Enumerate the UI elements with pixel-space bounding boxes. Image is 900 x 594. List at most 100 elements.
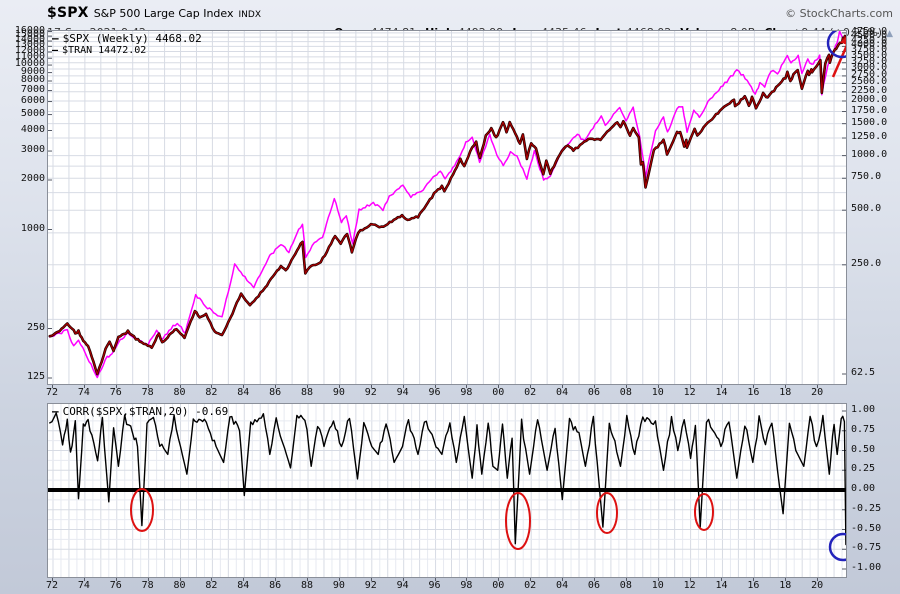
left-axis-label: 6000 (20, 94, 45, 106)
x-axis-label-mid: 16 (747, 387, 760, 398)
x-axis-label-bottom: 00 (492, 580, 505, 591)
spx-legend-label: $SPX (Weekly) 4468.02 (62, 32, 202, 45)
right-axis-label: 4750.0 (851, 25, 888, 37)
x-axis-tick (625, 385, 627, 388)
x-axis-tick (689, 578, 691, 581)
x-axis-label-mid: 02 (524, 387, 537, 398)
left-axis-label: 125 (26, 371, 45, 382)
x-axis-label-mid: 98 (460, 387, 473, 398)
x-axis-label-mid: 14 (715, 387, 728, 398)
left-axis-label: 14000 (14, 34, 45, 46)
x-axis-label-mid: 86 (269, 387, 282, 398)
annotation-red-ellipse-3 (596, 492, 618, 534)
x-axis-tick (83, 578, 85, 581)
x-axis-tick (402, 578, 404, 581)
x-axis-tick (338, 578, 340, 581)
x-axis-tick (211, 578, 213, 581)
x-axis-label-bottom: 10 (651, 580, 664, 591)
x-axis-tick (338, 385, 340, 388)
x-axis-tick (593, 385, 595, 388)
x-axis-label-mid: 74 (77, 387, 90, 398)
x-axis-tick (817, 385, 819, 388)
legend-spx: — $SPX (Weekly) 4468.02 (52, 33, 202, 45)
copyright-text: © StockCharts.com (785, 7, 893, 20)
x-axis-label-mid: 12 (683, 387, 696, 398)
x-axis-label-bottom: 72 (45, 580, 59, 591)
correlation-chart-svg (48, 404, 846, 577)
left-axis-label: 1000 (20, 222, 45, 234)
left-axis-label: 5000 (20, 107, 45, 119)
legend-corr: — CORR($SPX,$TRAN,20) -0.69 (52, 406, 228, 418)
corr-axis-label: 0.25 (851, 463, 876, 475)
x-axis-label-bottom: 98 (460, 580, 473, 591)
left-axis-label: 8000 (20, 74, 45, 85)
x-axis-label-mid: 78 (141, 387, 154, 398)
tran-legend-dash-icon: — (52, 45, 59, 56)
change-up-arrow-icon: ▲ (886, 29, 893, 39)
corr-axis-label: 0.00 (851, 483, 876, 494)
x-axis-label-mid: 88 (301, 387, 314, 398)
left-axis-label: 250 (26, 321, 45, 333)
x-axis-tick (562, 578, 564, 581)
x-axis-tick (753, 578, 755, 581)
x-axis-label-bottom: 80 (173, 580, 186, 591)
x-axis-tick (657, 578, 659, 581)
annotation-red-ellipse-4 (694, 493, 714, 531)
x-axis-tick (625, 578, 627, 581)
x-axis-tick (243, 578, 245, 581)
corr-axis-label: -0.50 (851, 522, 882, 534)
right-axis-label: 4500.0 (851, 30, 888, 42)
annotation-blue-circle-corr (828, 532, 846, 562)
ticker-symbol: $SPX (47, 5, 89, 21)
right-axis-label: 4250.0 (851, 34, 888, 46)
right-axis-label: 1000.0 (851, 148, 888, 160)
x-axis-label-mid: 72 (45, 387, 59, 398)
correlation-panel (47, 403, 847, 578)
x-axis-tick (753, 385, 755, 388)
right-axis-label: 2250.0 (851, 84, 888, 96)
x-axis-label-bottom: 12 (683, 580, 696, 591)
x-axis-label-bottom: 86 (269, 580, 282, 591)
annotation-red-ellipse-1 (130, 488, 154, 532)
x-axis-label-bottom: 18 (779, 580, 792, 591)
left-axis-label: 4000 (20, 123, 45, 135)
right-axis-label: 750.0 (851, 171, 882, 183)
x-axis-label-mid: 10 (651, 387, 664, 398)
corr-axis-label: 0.75 (851, 423, 876, 435)
left-axis-label: 7000 (20, 83, 45, 95)
spx-line (49, 35, 846, 375)
x-axis-label-bottom: 08 (619, 580, 632, 591)
x-axis-tick (307, 385, 309, 388)
x-axis-label-mid: 92 (364, 387, 377, 398)
x-axis-tick (179, 578, 181, 581)
left-axis-label: 10000 (14, 58, 45, 70)
x-axis-tick (785, 385, 787, 388)
x-axis-label-bottom: 92 (364, 580, 377, 591)
x-axis-label-bottom: 78 (141, 580, 154, 591)
left-axis-label: 3000 (20, 144, 45, 156)
left-axis-label: 9000 (20, 65, 45, 77)
corr-axis-label: 1.00 (851, 404, 876, 415)
x-axis-label-bottom: 90 (332, 580, 345, 591)
x-axis-label-mid: 20 (811, 387, 824, 398)
x-axis-label-mid: 00 (492, 387, 505, 398)
right-axis-label: 250.0 (851, 257, 882, 269)
x-axis-label-bottom: 74 (77, 580, 90, 591)
right-axis-label: 2000.0 (851, 94, 888, 105)
x-axis-label-mid: 96 (428, 387, 441, 398)
x-axis-label-mid: 84 (237, 387, 250, 398)
annotation-blue-circle-price (826, 31, 846, 59)
left-axis-label: 16000 (14, 24, 45, 36)
right-axis-label: 500.0 (851, 203, 882, 215)
right-axis-label: 1750.0 (851, 104, 888, 116)
exchange-label: INDX (238, 10, 261, 20)
x-axis-tick (657, 385, 659, 388)
x-axis-label-mid: 94 (396, 387, 409, 398)
x-axis-tick (52, 385, 53, 388)
left-axis-label: 12000 (14, 45, 45, 57)
x-axis-tick (52, 578, 53, 581)
x-axis-tick (211, 385, 213, 388)
x-axis-label-mid: 08 (619, 387, 632, 398)
x-axis-label-bottom: 88 (301, 580, 314, 591)
